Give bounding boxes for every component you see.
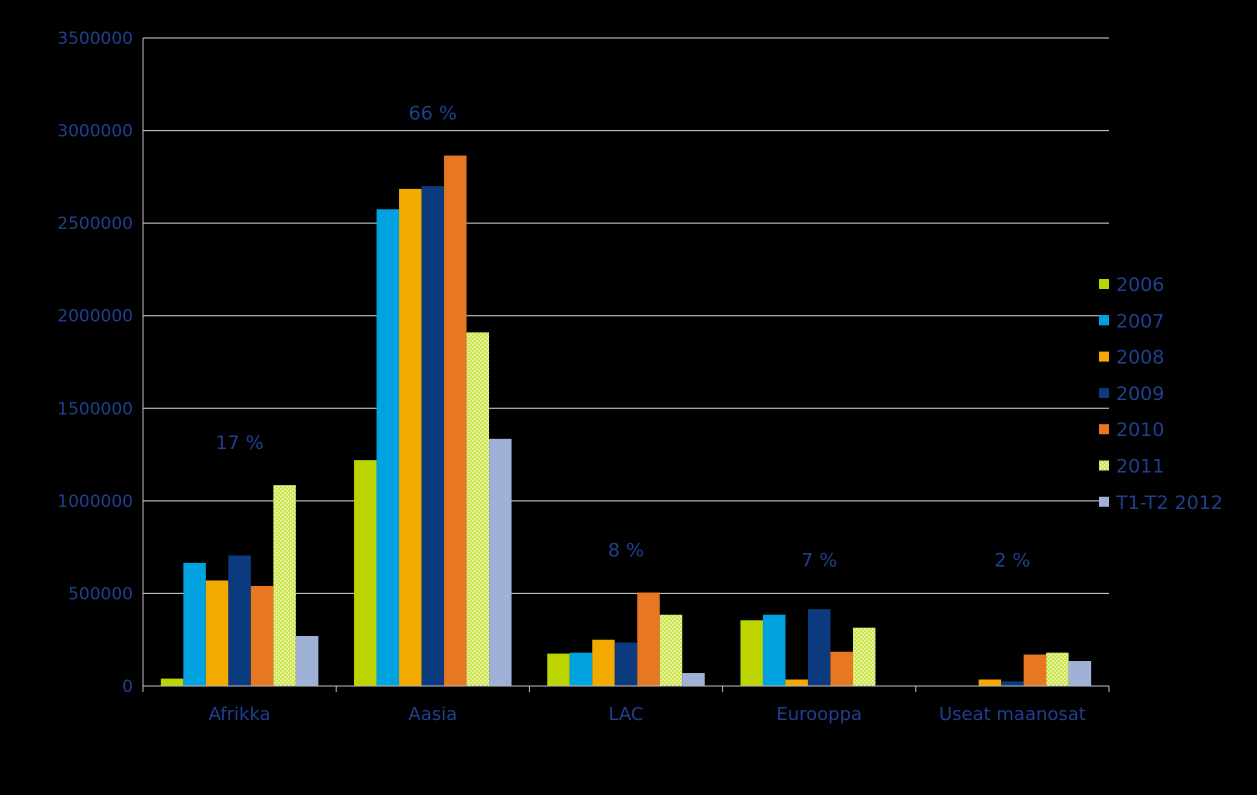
x-tick-label: Afrikka xyxy=(209,704,271,725)
share-annotation: 7 % xyxy=(801,550,837,572)
y-tick-label: 0 xyxy=(122,677,133,697)
bar-2008-useat-maanosat xyxy=(978,679,1002,686)
bar-2009-useat-maanosat xyxy=(1001,681,1024,686)
bar-2007-aasia xyxy=(376,209,400,686)
legend-label: 2010 xyxy=(1116,419,1164,441)
y-tick-label: 1000000 xyxy=(57,492,133,512)
share-annotation: 2 % xyxy=(994,550,1030,572)
bar-t1-t2-2012-lac xyxy=(682,673,705,686)
legend-label: 2006 xyxy=(1116,274,1164,296)
legend: 2006 2007 2008 2009 2010 2011 T1-T2 2012 xyxy=(1099,274,1223,514)
x-tick-label: Aasia xyxy=(408,704,457,725)
bar-2006-lac xyxy=(547,653,570,686)
y-tick-label: 3000000 xyxy=(57,122,133,142)
bar-2010-afrikka xyxy=(250,586,274,686)
y-tick-label: 3500000 xyxy=(57,29,133,49)
bar-2010-useat-maanosat xyxy=(1023,654,1047,686)
bar-2009-afrikka xyxy=(228,555,251,686)
gridlines xyxy=(143,37,1109,594)
bar-2010-lac xyxy=(637,592,660,686)
y-tick-label: 2500000 xyxy=(57,214,133,234)
legend-swatch xyxy=(1099,424,1109,435)
legend-label: 2009 xyxy=(1116,383,1164,405)
share-annotation: 66 % xyxy=(409,103,457,125)
x-tick-label: Eurooppa xyxy=(776,704,862,725)
bar-2011-eurooppa xyxy=(852,627,876,686)
bar-2011-aasia xyxy=(466,332,490,686)
share-annotation: 8 % xyxy=(608,540,644,562)
x-axis-ticks: Afrikka Aasia LAC Eurooppa Useat maanosat xyxy=(209,704,1086,725)
annotations: 17 % 66 % 8 % 7 % 2 % xyxy=(215,103,1030,572)
bar-2006-aasia xyxy=(354,460,377,686)
legend-swatch xyxy=(1099,279,1109,289)
legend-swatch xyxy=(1099,460,1109,471)
bar-2011-useat-maanosat xyxy=(1046,652,1069,686)
legend-swatch xyxy=(1099,351,1109,362)
bar-2009-eurooppa xyxy=(807,609,831,686)
bar-2011-lac xyxy=(659,614,683,686)
bar-2007-eurooppa xyxy=(762,614,786,686)
bar-2010-aasia xyxy=(444,155,467,686)
bar-2008-lac xyxy=(592,639,615,686)
legend-swatch xyxy=(1099,496,1109,507)
legend-label: 2011 xyxy=(1116,456,1164,478)
bar-t1-t2-2012-useat-maanosat xyxy=(1068,661,1092,686)
legend-swatch xyxy=(1099,387,1109,398)
share-annotation: 17 % xyxy=(215,432,263,454)
legend-label: 2008 xyxy=(1116,347,1164,369)
bar-2008-eurooppa xyxy=(785,679,808,686)
bar-2008-aasia xyxy=(399,188,422,687)
bar-2006-afrikka xyxy=(160,678,184,686)
axes xyxy=(142,38,1110,692)
legend-label: T1-T2 2012 xyxy=(1115,492,1223,514)
bar-2007-afrikka xyxy=(183,562,206,686)
y-axis-ticks: 0 500000 1000000 1500000 2000000 2500000 30000… xyxy=(57,29,133,697)
bar-2009-aasia xyxy=(421,186,445,686)
y-tick-label: 1500000 xyxy=(57,399,133,419)
legend-swatch xyxy=(1099,315,1109,326)
bar-2006-eurooppa xyxy=(740,620,763,686)
bar-t1-t2-2012-aasia xyxy=(489,438,512,686)
y-tick-label: 2000000 xyxy=(57,307,133,327)
legend-label: 2007 xyxy=(1116,310,1164,332)
bar-2011-afrikka xyxy=(273,485,296,686)
bar-t1-t2-2012-afrikka xyxy=(295,636,319,686)
bar-2010-eurooppa xyxy=(830,651,853,686)
bar-2007-lac xyxy=(569,652,593,686)
y-tick-label: 500000 xyxy=(68,584,133,604)
bars xyxy=(160,155,1092,687)
x-tick-label: LAC xyxy=(608,704,643,725)
bar-2008-afrikka xyxy=(205,580,229,686)
bar-2009-lac xyxy=(614,642,638,686)
x-tick-label: Useat maanosat xyxy=(939,704,1086,725)
